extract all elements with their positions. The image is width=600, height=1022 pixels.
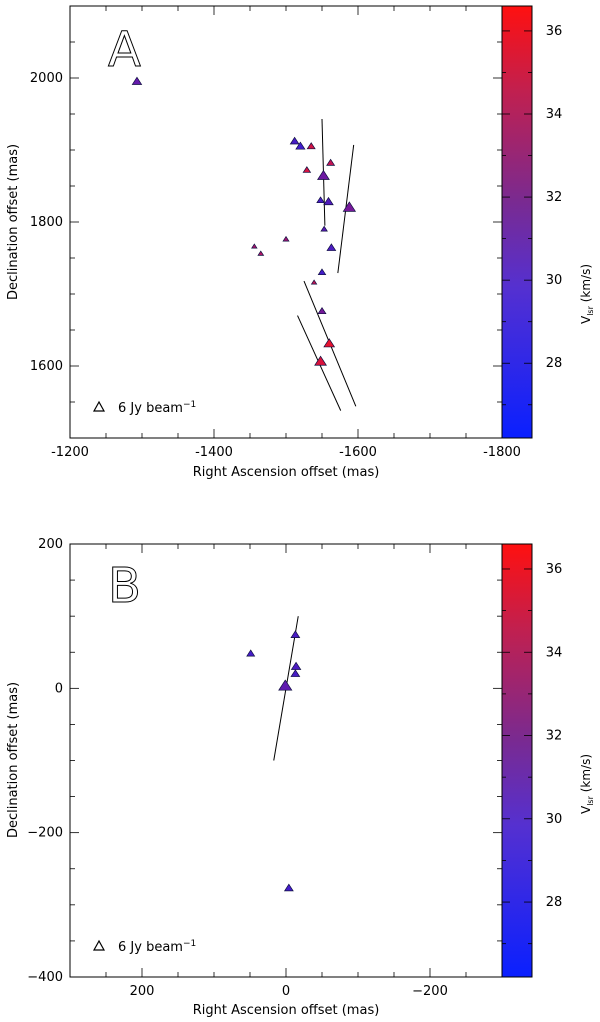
maser-spots bbox=[246, 630, 302, 892]
maser-spot bbox=[314, 355, 328, 366]
maser-spot bbox=[290, 669, 301, 677]
colorbar-tick-labels: 28 30 32 34 36 bbox=[546, 562, 563, 910]
panel-a: -1200 -1400 -1600 -1800 1600 1800 2000 28 30 32… bbox=[6, 5, 595, 480]
y-axis-label: Declination offset (mas) bbox=[6, 144, 21, 300]
x-axis-label: Right Ascension offset (mas) bbox=[193, 1003, 380, 1018]
legend-triangle-icon bbox=[92, 939, 106, 951]
colorbar bbox=[501, 5, 533, 439]
maser-spot bbox=[306, 142, 316, 150]
colorbar-tick-label: 30 bbox=[546, 273, 563, 288]
maser-spot bbox=[257, 250, 265, 256]
maser-spot bbox=[316, 196, 325, 204]
colorbar-tick-label: 28 bbox=[546, 895, 563, 910]
maser-spot bbox=[320, 225, 328, 232]
axis-ticks bbox=[69, 543, 532, 978]
colorbar-tick-label: 30 bbox=[546, 812, 563, 827]
x-tick-label: -1600 bbox=[339, 445, 377, 460]
colorbar bbox=[501, 543, 533, 978]
colorbar-tick-label: 36 bbox=[546, 562, 563, 577]
colorbar-tick-label: 36 bbox=[546, 24, 563, 39]
y-axis-label: Declination offset (mas) bbox=[6, 682, 21, 838]
y-tick-label: 200 bbox=[38, 537, 63, 552]
colorbar-tick-label: 34 bbox=[546, 645, 563, 660]
maser-spot bbox=[283, 883, 294, 892]
y-tick-label: 1800 bbox=[30, 215, 63, 230]
colorbar-label: Vlsr (km/s) bbox=[579, 754, 595, 814]
x-tick-label: 0 bbox=[282, 984, 290, 999]
maser-spot bbox=[323, 196, 334, 206]
maser-spot bbox=[290, 661, 302, 670]
maser-spot bbox=[317, 268, 327, 276]
maser-spot bbox=[326, 158, 336, 166]
x-tick-label: -1400 bbox=[195, 445, 233, 460]
colorbar-label: Vlsr (km/s) bbox=[579, 264, 595, 324]
y-tick-label: −200 bbox=[27, 826, 63, 841]
legend-triangle-icon bbox=[92, 400, 106, 412]
x-tick-label: -1800 bbox=[483, 445, 521, 460]
maser-spot bbox=[302, 166, 312, 173]
maser-spot bbox=[131, 76, 143, 85]
maser-spot bbox=[310, 279, 318, 285]
panel-label: A bbox=[108, 22, 141, 78]
fit-lines bbox=[297, 119, 357, 411]
legend-label: 6 Jy beam−1 bbox=[118, 400, 196, 416]
x-tick-labels: 200 0 −200 bbox=[130, 984, 448, 999]
maser-spot bbox=[251, 243, 258, 249]
maser-spot bbox=[317, 307, 327, 315]
axis-ticks bbox=[69, 5, 532, 439]
maser-spot bbox=[326, 243, 337, 251]
panel-b: 200 0 −200 −400 −200 0 200 28 30 32 34 36 B Right… bbox=[6, 537, 595, 1018]
maser-spot bbox=[246, 649, 256, 657]
y-tick-labels: 1600 1800 2000 bbox=[30, 71, 63, 374]
x-tick-label: −200 bbox=[412, 984, 448, 999]
legend-label: 6 Jy beam−1 bbox=[118, 939, 196, 955]
y-tick-label: 1600 bbox=[30, 359, 63, 374]
maser-spot bbox=[316, 169, 330, 180]
maser-spot bbox=[282, 235, 290, 242]
panel-label: B bbox=[108, 558, 141, 614]
maser-spot bbox=[342, 201, 357, 212]
maser-spot bbox=[295, 141, 306, 150]
colorbar-tick-labels: 28 30 32 34 36 bbox=[546, 24, 563, 371]
maser-spot bbox=[323, 338, 336, 348]
x-tick-labels: -1200 -1400 -1600 -1800 bbox=[51, 445, 521, 460]
x-tick-label: -1200 bbox=[51, 445, 89, 460]
y-tick-label: 0 bbox=[55, 681, 63, 696]
y-tick-labels: −400 −200 0 200 bbox=[27, 537, 63, 985]
x-tick-label: 200 bbox=[130, 984, 155, 999]
x-axis-label: Right Ascension offset (mas) bbox=[193, 465, 380, 480]
colorbar-tick-label: 32 bbox=[546, 190, 563, 205]
y-tick-label: 2000 bbox=[30, 71, 63, 86]
colorbar-tick-label: 28 bbox=[546, 356, 563, 371]
maser-spot bbox=[278, 679, 293, 691]
colorbar-tick-label: 32 bbox=[546, 729, 563, 744]
maser-spots bbox=[131, 76, 357, 366]
maser-spot bbox=[290, 630, 301, 638]
y-tick-label: −400 bbox=[27, 970, 63, 985]
maser-spot bbox=[289, 136, 300, 145]
colorbar-tick-label: 34 bbox=[546, 107, 563, 122]
